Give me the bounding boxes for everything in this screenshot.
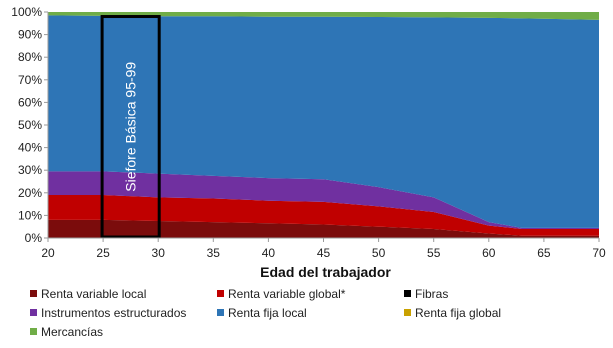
legend-label-renta-variable-local: Renta variable local — [41, 287, 146, 301]
x-tick-label: 60 — [482, 246, 496, 260]
siefore-label: Siefore Básica 95-99 — [123, 62, 139, 192]
x-tick-label: 70 — [592, 246, 606, 260]
y-tick-label: 60% — [18, 95, 42, 109]
legend-label-renta-fija-local: Renta fija local — [228, 306, 307, 320]
x-tick-label: 55 — [427, 246, 441, 260]
legend-swatch-renta-fija-local — [217, 309, 224, 316]
x-tick-label: 25 — [96, 246, 110, 260]
x-tick-label: 20 — [41, 246, 55, 260]
area-instrumentos-estructurados — [48, 171, 599, 229]
legend-swatch-mercanc-as — [30, 328, 37, 335]
x-tick-label: 40 — [262, 246, 276, 260]
y-tick-label: 40% — [18, 141, 42, 155]
legend-label-renta-variable-global: Renta variable global* — [228, 287, 346, 301]
y-tick-label: 100% — [11, 5, 42, 19]
legend-label-instrumentos-estructurados: Instrumentos estructurados — [41, 306, 186, 320]
x-tick-labels: 20 25 30 35 40 45 50 55 60 65 70 — [41, 238, 606, 260]
legend-swatch-renta-variable-local — [30, 290, 37, 297]
legend-swatch-renta-fija-global — [404, 309, 411, 316]
legend-swatch-fibras — [404, 290, 411, 297]
series-areas — [48, 12, 599, 238]
area-renta-variable-global — [48, 195, 599, 236]
area-renta-variable-local — [48, 219, 599, 238]
x-tick-label: 35 — [207, 246, 221, 260]
legend-label-renta-fija-global: Renta fija global — [415, 306, 501, 320]
y-tick-label: 10% — [18, 208, 42, 222]
legend: Renta variable local Renta variable globa… — [30, 287, 501, 339]
legend-swatch-renta-variable-global — [217, 290, 224, 297]
y-tick-label: 20% — [18, 186, 42, 200]
y-tick-label: 70% — [18, 73, 42, 87]
area-mercanc-as — [48, 12, 599, 20]
y-tick-labels: 0% 10% 20% 30% 40% 50% 60% 70% 80% 90% 100% — [11, 5, 48, 245]
legend-swatch-instrumentos-estructurados — [30, 309, 37, 316]
x-tick-label: 30 — [152, 246, 166, 260]
y-tick-label: 30% — [18, 163, 42, 177]
siefore-highlight-box — [100, 15, 161, 239]
x-axis-title: Edad del trabajador — [260, 264, 391, 280]
x-tick-label: 65 — [537, 246, 551, 260]
y-tick-label: 80% — [18, 50, 42, 64]
y-tick-label: 90% — [18, 28, 42, 42]
area-renta-fija-local — [48, 15, 599, 228]
x-tick-label: 50 — [372, 246, 386, 260]
legend-label-mercanc-as: Mercancías — [41, 325, 103, 339]
annotation-group: Siefore Básica 95-99 — [100, 15, 161, 239]
x-tick-label: 45 — [317, 246, 331, 260]
y-tick-label: 50% — [18, 118, 42, 132]
y-tick-label: 0% — [25, 231, 43, 245]
legend-label-fibras: Fibras — [415, 287, 448, 301]
